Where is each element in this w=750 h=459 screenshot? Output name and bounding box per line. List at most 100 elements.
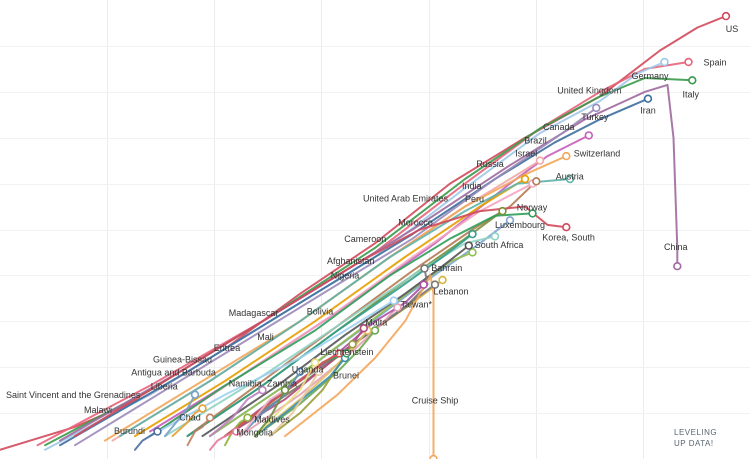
- series-line-united-kingdom: [74, 106, 598, 447]
- end-marker-afghanistan: [430, 280, 440, 289]
- end-marker-lebanon: [419, 280, 428, 289]
- series-label-antigua-and-barbuda: Antigua and Barbuda: [131, 368, 216, 378]
- series-label-lebanon: Lebanon: [434, 286, 469, 296]
- series-label-austria: Austria: [556, 172, 584, 182]
- series-line-norway: [149, 212, 534, 438]
- series-line-chad: [186, 416, 211, 447]
- end-marker-antigua-and-barbuda: [295, 367, 305, 376]
- series-label-cruise-ship: Cruise Ship: [412, 396, 459, 406]
- end-marker-united-kingdom: [592, 103, 601, 113]
- series-label-russia: Russia: [476, 159, 504, 169]
- end-marker-brunei: [334, 349, 344, 358]
- series-label-brazil: Brazil: [524, 135, 547, 145]
- series-label-madagascar: Madagascar: [229, 308, 279, 318]
- end-marker-cruise-ship: [429, 454, 438, 459]
- series-label-morocco: Morocco: [398, 217, 433, 227]
- end-marker-chad: [205, 413, 215, 422]
- series-line-iran: [59, 97, 649, 447]
- end-marker-madagascar: [370, 326, 380, 335]
- series-line-burundi: [134, 430, 159, 451]
- series-line-us: [0, 15, 727, 451]
- series-label-bahrain: Bahrain: [431, 263, 462, 273]
- series-label-cameroon: Cameroon: [344, 234, 386, 244]
- series-line-united-arab-emirates: [186, 233, 474, 438]
- series-label-malta: Malta: [365, 317, 387, 327]
- series-label-afghanistan: Afghanistan: [327, 256, 375, 266]
- series-label-eritrea: Eritrea: [214, 343, 241, 353]
- series-line-south-africa: [201, 244, 470, 438]
- series-label-bolivia: Bolivia: [307, 306, 334, 316]
- series-label-saint-vincent-and-the-grenadines: Saint Vincent and the Grenadines: [6, 390, 141, 400]
- series-line-malawi: [171, 407, 204, 438]
- end-marker-liberia: [258, 385, 267, 395]
- end-marker-austria: [565, 174, 575, 184]
- end-marker-luxembourg: [490, 232, 500, 241]
- series-label-germany: Germany: [632, 71, 670, 81]
- end-marker-turkey: [584, 131, 593, 140]
- series-label-italy: Italy: [683, 89, 700, 99]
- end-marker-iran: [643, 94, 653, 103]
- end-marker-south-africa: [464, 241, 473, 250]
- series-label-norway: Norway: [517, 202, 548, 212]
- end-marker-cameroon: [438, 275, 447, 285]
- end-marker-us: [721, 11, 731, 21]
- end-marker-uganda: [314, 367, 323, 376]
- series-line-zambia: [254, 389, 286, 438]
- end-marker-korea-south: [562, 223, 571, 232]
- end-marker-italy: [688, 76, 697, 85]
- series-label-brunei: Brunei: [333, 370, 359, 380]
- end-marker-guinea-bissau: [310, 358, 320, 367]
- end-marker-switzerland: [562, 151, 571, 161]
- series-label-switzerland: Switzerland: [574, 149, 621, 159]
- series-line-madagascar: [254, 329, 376, 438]
- series-line-brazil: [134, 178, 526, 438]
- series-label-united-kingdom: United Kingdom: [557, 86, 621, 96]
- series-line-maldives: [224, 416, 249, 447]
- series-label-liberia: Liberia: [151, 381, 178, 391]
- series-label-india: India: [462, 181, 482, 191]
- leveling-up-data-logo: LEVELING UP DATA!: [674, 427, 742, 449]
- series-label-canada: Canada: [543, 122, 575, 132]
- end-marker-taiwan: [389, 296, 398, 305]
- end-marker-canada: [535, 156, 545, 165]
- series-line-namibia: [239, 389, 286, 438]
- series-label-spain: Spain: [704, 58, 727, 68]
- end-marker-malta: [359, 324, 368, 333]
- logo-line-2: UP DATA!: [674, 439, 714, 448]
- series-label-israel: Israel: [515, 149, 537, 159]
- series-line-spain: [36, 61, 690, 447]
- end-marker-malawi: [198, 404, 207, 413]
- series-label-liechtenstein: Liechtenstein: [320, 347, 373, 357]
- end-marker-bahrain: [420, 264, 429, 273]
- series-label-china: China: [664, 242, 688, 252]
- series-line-guinea-bissau: [254, 361, 316, 438]
- end-marker-maldives: [243, 413, 252, 422]
- end-marker-mongolia: [232, 427, 241, 436]
- series-label-peru: Peru: [465, 194, 484, 204]
- end-marker-burundi: [153, 427, 162, 436]
- series-label-nigeria: Nigeria: [331, 271, 360, 281]
- end-marker-germany: [660, 57, 669, 67]
- end-marker-mali: [348, 340, 357, 349]
- series-label-luxembourg: Luxembourg: [495, 220, 545, 230]
- series-line-taiwan: [149, 299, 395, 438]
- series-label-south-africa: South Africa: [475, 240, 524, 250]
- series-line-bolivia: [254, 329, 369, 438]
- series-line-austria: [119, 178, 571, 438]
- series-line-liberia: [209, 389, 264, 438]
- series-line-russia: [186, 180, 538, 438]
- end-marker-morocco: [468, 248, 477, 257]
- series-line-mongolia: [209, 430, 238, 451]
- series-label-united-arab-emirates: United Arab Emirates: [363, 194, 449, 204]
- series-label-chad: Chad: [179, 412, 201, 422]
- end-marker-china: [673, 262, 682, 271]
- series-lines: [0, 15, 727, 459]
- series-line-antigua-and-barbuda: [239, 370, 301, 438]
- series-line-korea-south: [74, 205, 568, 438]
- series-label-turkey: Turkey: [581, 112, 609, 122]
- series-line-morocco: [209, 251, 474, 438]
- series-label-taiwan: Taiwan*: [401, 300, 433, 310]
- series-label-us: US: [726, 24, 739, 34]
- series-line-eritrea: [254, 357, 346, 438]
